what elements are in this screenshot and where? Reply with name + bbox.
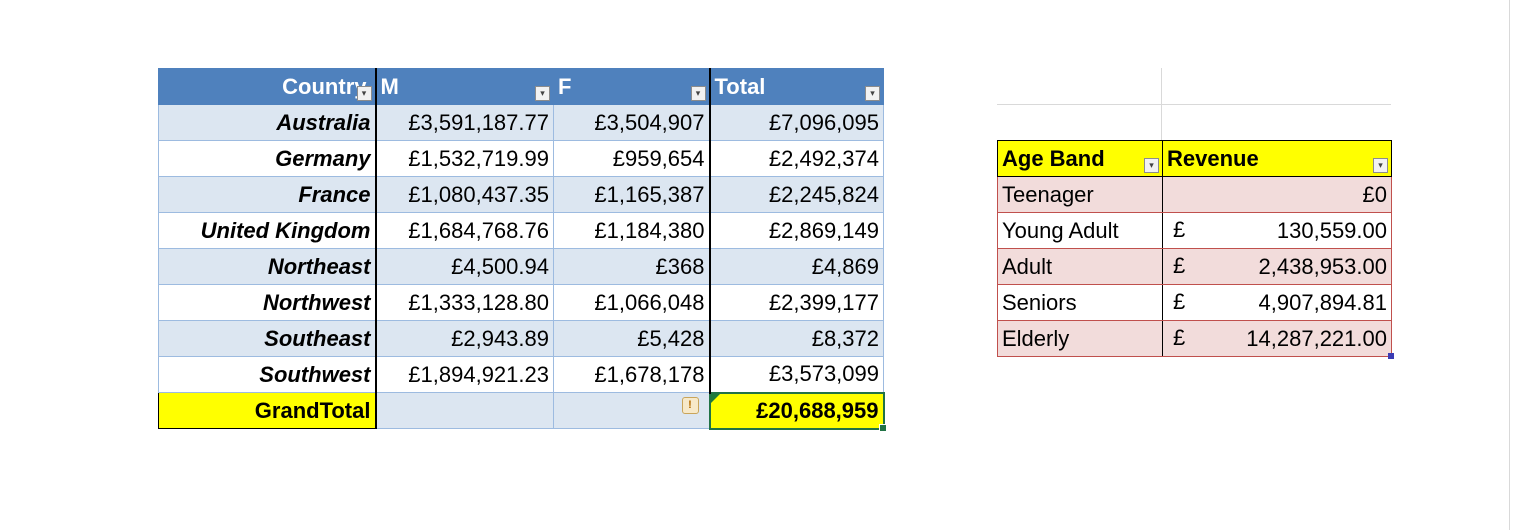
cell-total[interactable]: £4,869 (708, 248, 884, 285)
cell-f[interactable]: £1,066,048 (553, 284, 710, 321)
header-country-label: Country (282, 73, 367, 99)
revenue-value: 130,559.00 (1276, 217, 1387, 243)
header-revenue[interactable]: Revenue ▾ (1162, 140, 1392, 177)
table-row: Southwest £1,894,921.23 £1,678,178 £3,57… (158, 356, 884, 393)
table-row: Teenager £0 (997, 176, 1392, 213)
header-age-band-label: Age Band (1002, 145, 1105, 171)
table-row: Northeast £4,500.94 £368 £4,869 (158, 248, 884, 285)
table-row: Southeast £2,943.89 £5,428 £8,372 (158, 320, 884, 357)
table-row: Elderly £ 14,287,221.00 (997, 320, 1394, 359)
cell-m[interactable]: £1,894,921.23 (375, 356, 554, 393)
header-f[interactable]: F ▾ (553, 68, 710, 105)
cell-total[interactable]: £2,869,149 (708, 212, 884, 249)
cell-f[interactable]: £1,678,178 (553, 356, 710, 393)
cell-m[interactable]: £1,684,768.76 (375, 212, 554, 249)
cell-m[interactable]: £2,943.89 (375, 320, 554, 357)
cell-total[interactable]: £7,096,095 (708, 104, 884, 141)
table-row: Seniors £ 4,907,894.81 (997, 284, 1392, 321)
cell-f[interactable]: £1,184,380 (553, 212, 710, 249)
grand-total-row: GrandTotal ! £20,688,959 (158, 391, 887, 432)
currency-symbol: £ (1173, 253, 1186, 278)
cell-f[interactable]: £1,165,387 (553, 176, 710, 213)
fill-handle[interactable] (878, 423, 887, 432)
cell-total[interactable]: £3,573,099 (708, 356, 884, 393)
cell-f[interactable]: £5,428 (553, 320, 710, 357)
header-row: Age Band ▾ Revenue ▾ (997, 140, 1392, 177)
filter-dropdown-icon[interactable]: ▾ (865, 86, 880, 101)
cell-country[interactable]: Australia (158, 104, 377, 141)
sheet-right-edge (1509, 0, 1510, 530)
currency-symbol: £ (1173, 289, 1186, 314)
cell-empty[interactable]: ! (553, 392, 710, 429)
cell-revenue[interactable]: £ 4,907,894.81 (1162, 284, 1392, 321)
revenue-value: 2,438,953.00 (1258, 253, 1387, 279)
header-total-label: Total (714, 73, 766, 99)
cell-country[interactable]: Germany (158, 140, 377, 177)
cell-country[interactable]: Southwest (158, 356, 377, 393)
cell-f[interactable]: £3,504,907 (553, 104, 710, 141)
gridline-horizontal (997, 104, 1391, 105)
table-row: United Kingdom £1,684,768.76 £1,184,380 … (158, 212, 884, 249)
filter-dropdown-icon[interactable]: ▾ (356, 86, 372, 101)
filter-dropdown-icon[interactable]: ▾ (690, 86, 706, 101)
cell-age-band[interactable]: Teenager (997, 176, 1163, 213)
cell-revenue[interactable]: £0 (1162, 176, 1392, 213)
header-country[interactable]: Country ▾ (158, 68, 377, 105)
cell-country[interactable]: France (158, 176, 377, 213)
cell-m[interactable]: £1,080,437.35 (375, 176, 554, 213)
cell-revenue[interactable]: £ 2,438,953.00 (1162, 248, 1392, 285)
age-band-table: Age Band ▾ Revenue ▾ Teenager £0 Young A… (997, 140, 1394, 359)
cell-f[interactable]: £368 (553, 248, 710, 285)
table-resize-handle[interactable] (1388, 353, 1394, 359)
filter-dropdown-icon[interactable]: ▾ (1144, 158, 1159, 173)
cell-revenue[interactable]: £ 130,559.00 (1162, 212, 1392, 249)
table-row: Australia £3,591,187.77 £3,504,907 £7,09… (158, 104, 884, 141)
cell-m[interactable]: £4,500.94 (375, 248, 554, 285)
cell-age-band[interactable]: Seniors (997, 284, 1163, 321)
cell-total[interactable]: £2,492,374 (708, 140, 884, 177)
cell-country[interactable]: United Kingdom (158, 212, 377, 249)
cell-m[interactable]: £3,591,187.77 (375, 104, 554, 141)
table-row: Adult £ 2,438,953.00 (997, 248, 1392, 285)
revenue-value: 4,907,894.81 (1258, 289, 1387, 315)
currency-symbol: £ (1173, 325, 1186, 350)
table-row: France £1,080,437.35 £1,165,387 £2,245,8… (158, 176, 884, 213)
error-indicator-icon (710, 393, 720, 403)
header-row: Country ▾ M ▾ F ▾ Total ▾ (158, 68, 884, 105)
country-gender-table: Country ▾ M ▾ F ▾ Total ▾ Australia £3,5… (158, 68, 887, 432)
cell-country[interactable]: Northeast (158, 248, 377, 285)
filter-dropdown-icon[interactable]: ▾ (535, 86, 550, 101)
cell-age-band[interactable]: Young Adult (997, 212, 1163, 249)
cell-empty[interactable] (375, 392, 554, 429)
cell-f[interactable]: £959,654 (553, 140, 710, 177)
cell-total[interactable]: £8,372 (708, 320, 884, 357)
warning-icon[interactable]: ! (681, 397, 699, 414)
cell-country[interactable]: Northwest (158, 284, 377, 321)
revenue-value: 14,287,221.00 (1246, 325, 1387, 351)
cell-country[interactable]: Southeast (158, 320, 377, 357)
grand-total-value: £20,688,959 (756, 397, 879, 423)
filter-dropdown-icon[interactable]: ▾ (1373, 158, 1388, 173)
cell-m[interactable]: £1,333,128.80 (375, 284, 554, 321)
grand-total-value-cell[interactable]: £20,688,959 (708, 391, 887, 432)
cell-total[interactable]: £2,399,177 (708, 284, 884, 321)
cell-m[interactable]: £1,532,719.99 (375, 140, 554, 177)
header-total[interactable]: Total ▾ (708, 68, 884, 105)
table-row: Germany £1,532,719.99 £959,654 £2,492,37… (158, 140, 884, 177)
table-row: Young Adult £ 130,559.00 (997, 212, 1392, 249)
cell-total[interactable]: £2,245,824 (708, 176, 884, 213)
cell-revenue[interactable]: £ 14,287,221.00 (1162, 320, 1394, 359)
header-age-band[interactable]: Age Band ▾ (997, 140, 1163, 177)
grand-total-label[interactable]: GrandTotal (158, 392, 377, 429)
table-row: Northwest £1,333,128.80 £1,066,048 £2,39… (158, 284, 884, 321)
header-revenue-label: Revenue (1167, 145, 1259, 171)
cell-age-band[interactable]: Elderly (997, 320, 1163, 357)
revenue-value: £0 (1362, 181, 1387, 207)
header-m[interactable]: M ▾ (375, 68, 554, 105)
header-m-label: M (380, 73, 399, 99)
currency-symbol: £ (1173, 217, 1186, 242)
cell-age-band[interactable]: Adult (997, 248, 1163, 285)
header-f-label: F (558, 73, 572, 99)
